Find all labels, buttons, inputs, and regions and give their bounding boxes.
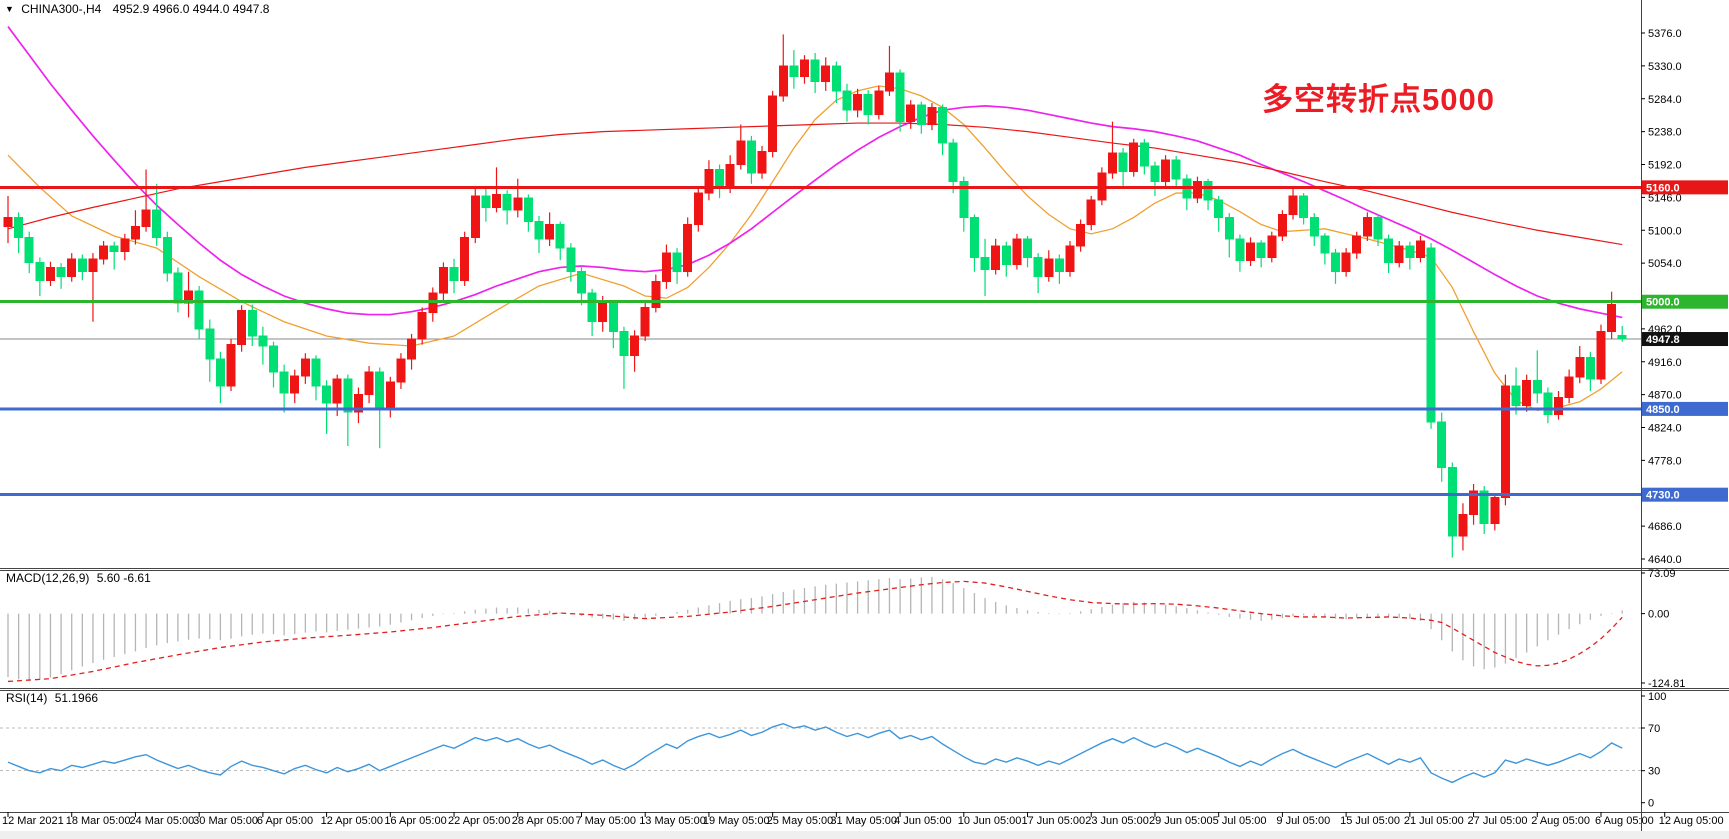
symbol-name: CHINA300-,H4 bbox=[21, 2, 102, 16]
rsi-axis: 100 70 30 0 bbox=[1641, 691, 1666, 810]
svg-text:4686.0: 4686.0 bbox=[1648, 521, 1682, 533]
svg-text:5100.0: 5100.0 bbox=[1648, 225, 1682, 237]
svg-text:12 Mar 2021: 12 Mar 2021 bbox=[2, 815, 64, 827]
macd-histogram bbox=[7, 576, 1623, 681]
svg-text:16 Apr 05:00: 16 Apr 05:00 bbox=[384, 815, 446, 827]
svg-text:30 Mar 05:00: 30 Mar 05:00 bbox=[193, 815, 258, 827]
quote-ohlc: 4952.9 4966.0 4944.0 4947.8 bbox=[112, 2, 270, 16]
symbol-quote-bar: ▼ CHINA300-,H4 4952.9 4966.0 4944.0 4947… bbox=[5, 2, 269, 16]
svg-text:4870.0: 4870.0 bbox=[1648, 390, 1682, 402]
svg-text:4640.0: 4640.0 bbox=[1648, 554, 1682, 566]
svg-text:5238.0: 5238.0 bbox=[1648, 127, 1682, 139]
svg-text:6 Apr 05:00: 6 Apr 05:00 bbox=[257, 815, 313, 827]
rsi-line bbox=[7, 723, 1623, 784]
svg-text:4730.0: 4730.0 bbox=[1646, 490, 1680, 502]
svg-text:0: 0 bbox=[1648, 798, 1654, 810]
rsi-name: RSI(14) bbox=[6, 691, 48, 705]
macd-signal-line bbox=[7, 580, 1623, 683]
rsi-levels bbox=[0, 727, 1641, 772]
svg-text:21 Jul 05:00: 21 Jul 05:00 bbox=[1404, 815, 1464, 827]
svg-text:4824.0: 4824.0 bbox=[1648, 423, 1682, 435]
ma-medium-magenta bbox=[7, 26, 1623, 319]
svg-text:4947.8: 4947.8 bbox=[1646, 334, 1680, 346]
svg-text:4850.0: 4850.0 bbox=[1646, 404, 1680, 416]
macd-name: MACD(12,26,9) bbox=[6, 571, 90, 585]
svg-text:5054.0: 5054.0 bbox=[1648, 258, 1682, 270]
svg-text:9 Jul 05:00: 9 Jul 05:00 bbox=[1276, 815, 1330, 827]
svg-text:5000.0: 5000.0 bbox=[1646, 297, 1680, 309]
svg-text:25 May 05:00: 25 May 05:00 bbox=[767, 815, 834, 827]
svg-text:17 Jun 05:00: 17 Jun 05:00 bbox=[1022, 815, 1086, 827]
svg-text:22 Apr 05:00: 22 Apr 05:00 bbox=[448, 815, 510, 827]
svg-text:5146.0: 5146.0 bbox=[1648, 192, 1682, 204]
svg-text:19 May 05:00: 19 May 05:00 bbox=[703, 815, 770, 827]
candlesticks-layer bbox=[3, 34, 1627, 558]
macd-values: 5.60 -6.61 bbox=[96, 571, 151, 585]
svg-text:13 May 05:00: 13 May 05:00 bbox=[639, 815, 706, 827]
svg-text:28 Apr 05:00: 28 Apr 05:00 bbox=[512, 815, 574, 827]
svg-text:27 Jul 05:00: 27 Jul 05:00 bbox=[1468, 815, 1528, 827]
svg-text:15 Jul 05:00: 15 Jul 05:00 bbox=[1340, 815, 1400, 827]
svg-text:12 Aug 05:00: 12 Aug 05:00 bbox=[1659, 815, 1724, 827]
svg-text:5330.0: 5330.0 bbox=[1648, 61, 1682, 73]
svg-text:18 Mar 05:00: 18 Mar 05:00 bbox=[66, 815, 131, 827]
svg-text:5376.0: 5376.0 bbox=[1648, 28, 1682, 40]
svg-text:0.00: 0.00 bbox=[1648, 609, 1669, 621]
svg-text:2 Aug 05:00: 2 Aug 05:00 bbox=[1531, 815, 1590, 827]
svg-text:12 Apr 05:00: 12 Apr 05:00 bbox=[321, 815, 383, 827]
svg-text:4 Jun 05:00: 4 Jun 05:00 bbox=[894, 815, 952, 827]
svg-text:7 May 05:00: 7 May 05:00 bbox=[575, 815, 636, 827]
price-axis: 5376.0 5330.0 5284.0 5238.0 5192.0 5146.0 5100… bbox=[1641, 28, 1728, 566]
horizontal-levels bbox=[0, 185, 1641, 497]
svg-text:24 Mar 05:00: 24 Mar 05:00 bbox=[129, 815, 194, 827]
svg-text:100: 100 bbox=[1648, 691, 1666, 703]
rsi-value: 51.1966 bbox=[54, 691, 99, 705]
svg-text:5192.0: 5192.0 bbox=[1648, 160, 1682, 172]
svg-text:30: 30 bbox=[1648, 766, 1660, 778]
trade-annotation: 多空转折点5000 bbox=[1262, 82, 1495, 117]
svg-text:5160.0: 5160.0 bbox=[1646, 182, 1680, 194]
svg-text:6 Aug 05:00: 6 Aug 05:00 bbox=[1595, 815, 1654, 827]
svg-text:4778.0: 4778.0 bbox=[1648, 455, 1682, 467]
svg-text:29 Jun 05:00: 29 Jun 05:00 bbox=[1149, 815, 1213, 827]
window-bottom-strip bbox=[0, 831, 1729, 839]
macd-indicator-label: MACD(12,26,9) 5.60 -6.61 bbox=[6, 571, 151, 585]
svg-text:73.09: 73.09 bbox=[1648, 568, 1676, 580]
svg-text:23 Jun 05:00: 23 Jun 05:00 bbox=[1085, 815, 1149, 827]
svg-text:5 Jul 05:00: 5 Jul 05:00 bbox=[1213, 815, 1267, 827]
symbol-dropdown-icon[interactable]: ▼ bbox=[5, 4, 14, 14]
ma-fast-orange bbox=[7, 85, 1623, 412]
svg-text:31 May 05:00: 31 May 05:00 bbox=[830, 815, 897, 827]
svg-text:-124.81: -124.81 bbox=[1648, 678, 1685, 690]
rsi-indicator-label: RSI(14) 51.1966 bbox=[6, 691, 98, 705]
svg-text:70: 70 bbox=[1648, 723, 1660, 735]
svg-text:10 Jun 05:00: 10 Jun 05:00 bbox=[958, 815, 1022, 827]
svg-text:4916.0: 4916.0 bbox=[1648, 357, 1682, 369]
svg-text:5284.0: 5284.0 bbox=[1648, 94, 1682, 106]
macd-axis: 73.09 0.00 -124.81 bbox=[1641, 568, 1685, 690]
